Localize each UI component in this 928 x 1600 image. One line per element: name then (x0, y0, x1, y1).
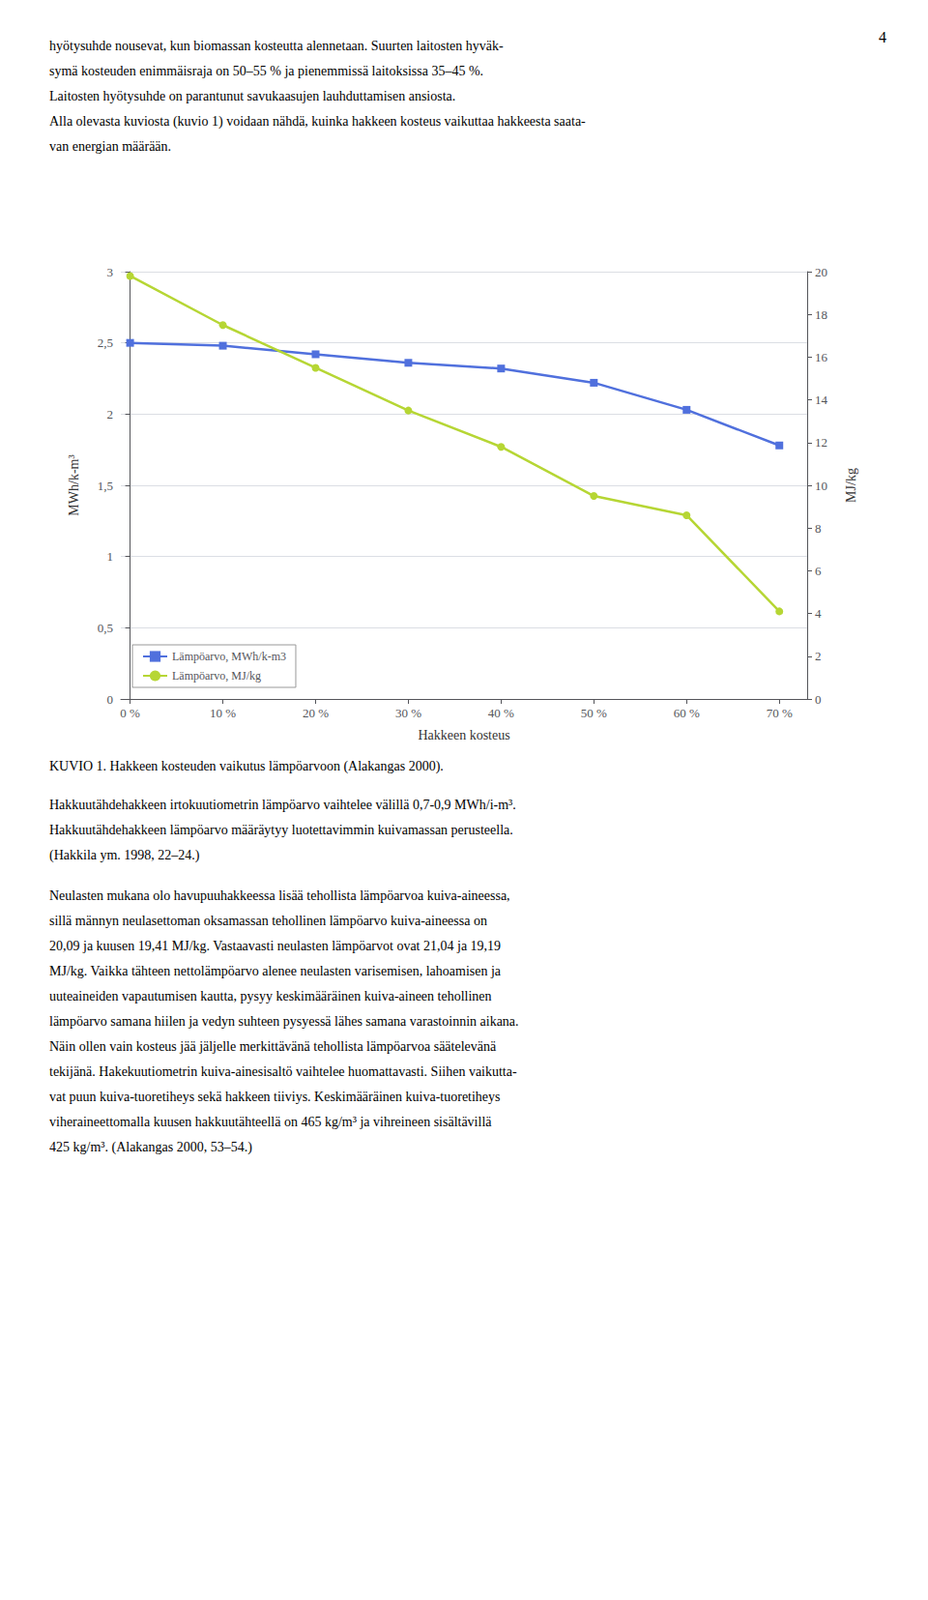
svg-text:0 %: 0 % (119, 705, 141, 721)
svg-text:Näin ollen vain kosteus jää jä: Näin ollen vain kosteus jää jäljelle mer… (49, 1039, 497, 1054)
svg-text:Hakkeen kosteus: Hakkeen kosteus (417, 727, 510, 743)
svg-text:hyötysuhde nousevat, kun bioma: hyötysuhde nousevat, kun biomassan koste… (49, 38, 504, 54)
svg-text:10 %: 10 % (209, 705, 236, 721)
svg-text:0: 0 (814, 692, 822, 707)
svg-text:MJ/kg: MJ/kg (843, 467, 859, 503)
svg-text:2,5: 2,5 (97, 335, 114, 350)
svg-text:Laitosten hyötysuhde on parant: Laitosten hyötysuhde on parantunut savuk… (49, 88, 456, 104)
svg-text:3: 3 (107, 264, 115, 280)
svg-text:8: 8 (814, 521, 822, 536)
svg-text:4: 4 (814, 606, 822, 621)
svg-text:70 %: 70 % (766, 705, 793, 721)
svg-text:van energian määrään.: van energian määrään. (49, 139, 172, 154)
svg-text:1,5: 1,5 (97, 478, 114, 493)
svg-text:Lämpöarvo, MJ/kg: Lämpöarvo, MJ/kg (172, 668, 261, 683)
svg-text:40 %: 40 % (488, 705, 515, 721)
svg-text:14: 14 (814, 392, 829, 407)
svg-text:1: 1 (107, 549, 115, 564)
svg-text:uuteaineiden vapautumisen kaut: uuteaineiden vapautumisen kautta, pysyy … (49, 988, 493, 1004)
svg-text:20 %: 20 % (302, 705, 329, 721)
svg-text:0: 0 (107, 692, 115, 707)
svg-text:tekijänä. Hakekuutiometrin kui: tekijänä. Hakekuutiometrin kuiva-ainesis… (49, 1064, 518, 1079)
svg-text:Hakkuutähdehakkeen irtokuutiom: Hakkuutähdehakkeen irtokuutiometrin lämp… (49, 797, 517, 812)
svg-text:20: 20 (814, 264, 828, 280)
svg-text:12: 12 (814, 435, 828, 450)
svg-text:Hakkuutähdehakkeen lämpöarvo m: Hakkuutähdehakkeen lämpöarvo määräytyy l… (49, 822, 514, 838)
svg-text:16: 16 (814, 349, 829, 365)
svg-text:symä kosteuden enimmäisraja on: symä kosteuden enimmäisraja on 50–55 % j… (49, 63, 484, 79)
svg-text:0,5: 0,5 (97, 620, 114, 636)
svg-text:Neulasten mukana olo havupuuha: Neulasten mukana olo havupuuhakkeessa li… (49, 888, 511, 903)
svg-text:MWh/k-m³: MWh/k-m³ (66, 454, 82, 516)
svg-text:viheraineettomalla kuusen hakk: viheraineettomalla kuusen hakkuutähteell… (49, 1114, 493, 1130)
svg-text:2: 2 (814, 648, 822, 664)
svg-text:60 %: 60 % (673, 705, 700, 721)
svg-text:2: 2 (107, 406, 115, 422)
svg-text:18: 18 (814, 307, 828, 322)
svg-text:KUVIO 1. Hakkeen kosteuden vai: KUVIO 1. Hakkeen kosteuden vaikutus lämp… (49, 758, 444, 775)
svg-text:10: 10 (814, 478, 828, 493)
svg-text:Alla olevasta kuviosta (kuvio: Alla olevasta kuviosta (kuvio 1) voidaan… (49, 114, 586, 130)
svg-text:425 kg/m³. (Alakangas 2000, 53: 425 kg/m³. (Alakangas 2000, 53–54.) (49, 1139, 253, 1156)
svg-text:30 %: 30 % (395, 705, 422, 721)
svg-text:4: 4 (878, 29, 887, 46)
svg-text:sillä männyn neulasettoman oks: sillä männyn neulasettoman oksamassan te… (49, 913, 488, 928)
svg-text:vat puun kuiva-tuoretiheys sek: vat puun kuiva-tuoretiheys sekä hakkeen … (49, 1089, 501, 1104)
svg-text:lämpöarvo samana hiilen ja ved: lämpöarvo samana hiilen ja vedyn suhteen… (49, 1014, 520, 1029)
svg-text:(Hakkila ym. 1998, 22–24.): (Hakkila ym. 1998, 22–24.) (49, 847, 201, 864)
svg-text:MJ/kg. Vaikka tähteen nettoläm: MJ/kg. Vaikka tähteen nettolämpöarvo ale… (49, 963, 502, 979)
svg-text:50 %: 50 % (580, 705, 608, 721)
svg-text:Lämpöarvo, MWh/k-m3: Lämpöarvo, MWh/k-m3 (172, 649, 287, 664)
svg-text:6: 6 (814, 563, 822, 579)
svg-text:20,09 ja kuusen 19,41 MJ/kg. V: 20,09 ja kuusen 19,41 MJ/kg. Vastaavasti… (49, 938, 501, 954)
